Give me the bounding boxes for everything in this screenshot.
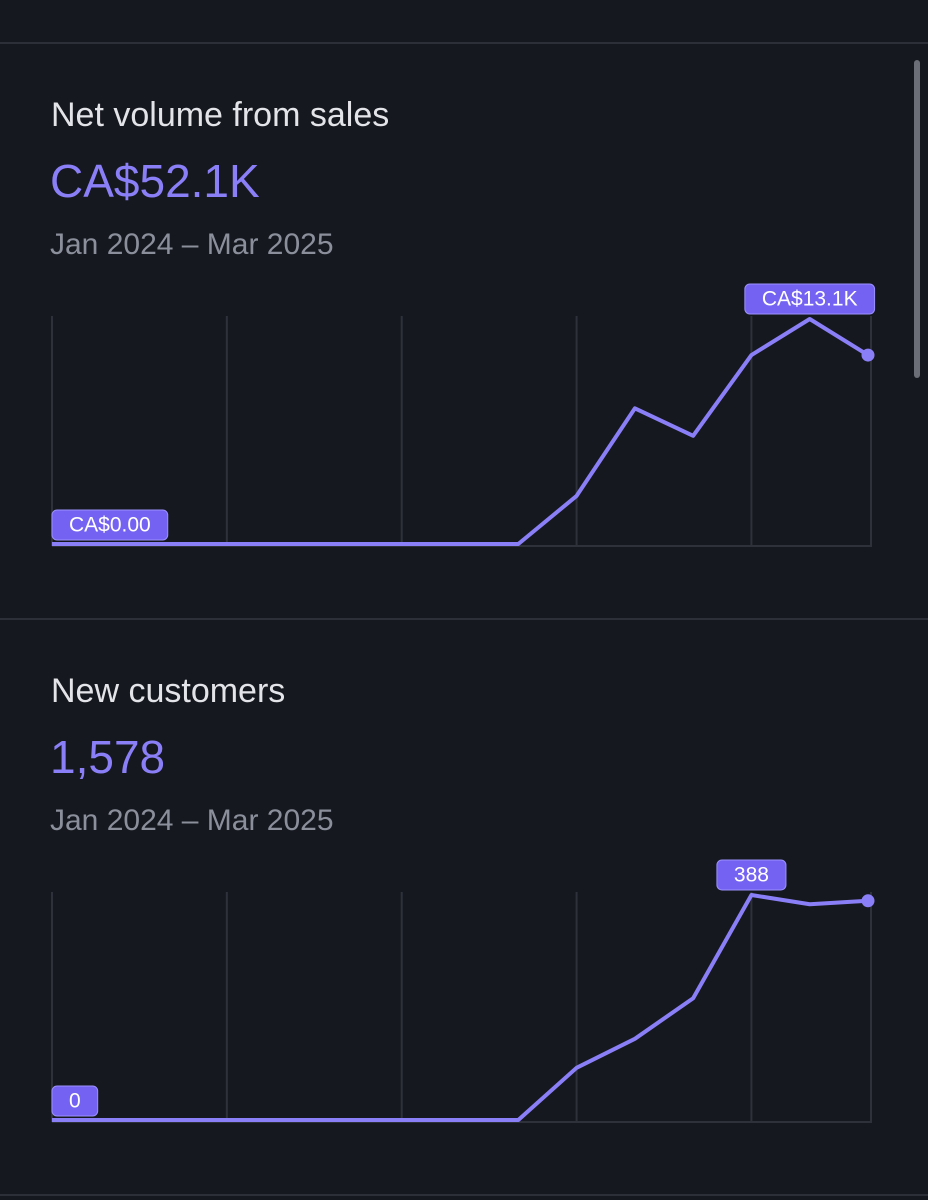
- end-dot: [861, 894, 875, 908]
- data-label: CA$13.1K: [744, 283, 876, 315]
- data-label-box: [744, 283, 876, 315]
- scrollbar[interactable]: [914, 60, 920, 378]
- data-label-text: CA$13.1K: [762, 288, 858, 311]
- data-label: 0: [51, 1085, 99, 1117]
- data-label: 388: [716, 859, 787, 891]
- card-total: CA$52.1K: [50, 155, 260, 207]
- card-title: Net volume from sales: [51, 96, 389, 134]
- data-line: [52, 893, 869, 1122]
- card-period: Jan 2024 – Mar 2025: [50, 804, 334, 837]
- card-title: New customers: [51, 672, 285, 710]
- card-period: Jan 2024 – Mar 2025: [50, 228, 334, 261]
- end-dot: [861, 348, 875, 362]
- data-label-text: CA$0.00: [69, 514, 151, 537]
- data-label-box: [51, 1085, 99, 1117]
- card-total: 1,578: [50, 731, 165, 783]
- data-label-text: 388: [734, 864, 769, 887]
- data-line: [52, 317, 870, 546]
- data-label-box: [51, 509, 169, 541]
- data-label-box: [716, 859, 787, 891]
- data-label-text: 0: [69, 1090, 81, 1113]
- data-label: CA$0.00: [51, 509, 169, 541]
